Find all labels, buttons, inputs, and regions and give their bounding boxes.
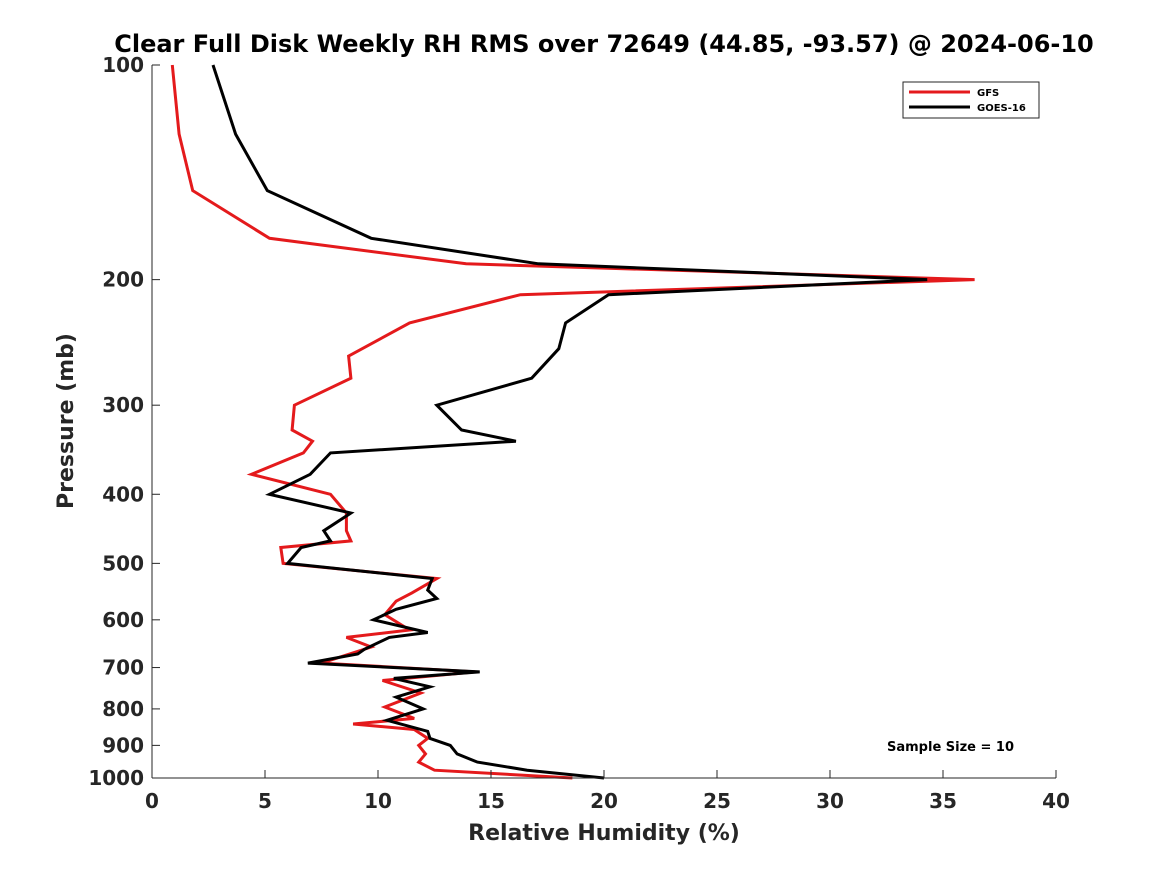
y-tick-label: 300 bbox=[102, 393, 144, 417]
series-layer bbox=[170, 64, 975, 780]
x-tick-label: 30 bbox=[816, 789, 844, 813]
chart-title: Clear Full Disk Weekly RH RMS over 72649… bbox=[114, 30, 1094, 58]
x-tick-label: 20 bbox=[590, 789, 618, 813]
y-tick-label: 400 bbox=[102, 482, 144, 506]
series-line-goes16 bbox=[211, 64, 928, 780]
x-tick-label: 5 bbox=[258, 789, 272, 813]
y-tick-label: 500 bbox=[102, 551, 144, 575]
x-tick-label: 35 bbox=[929, 789, 957, 813]
y-tick-label: 1000 bbox=[88, 766, 144, 790]
y-tick-label: 900 bbox=[102, 733, 144, 757]
x-ticks: 0 5 10 15 20 25 30 35 40 bbox=[145, 770, 1070, 813]
sample-size-annotation: Sample Size = 10 bbox=[887, 740, 1014, 755]
y-axis-label: Pressure (mb) bbox=[54, 333, 79, 509]
y-tick-label: 100 bbox=[102, 53, 144, 77]
x-tick-label: 15 bbox=[477, 789, 505, 813]
legend-label-goes16: GOES-16 bbox=[977, 103, 1026, 114]
x-tick-label: 40 bbox=[1042, 789, 1070, 813]
legend-box bbox=[902, 81, 1040, 119]
x-tick-label: 10 bbox=[364, 789, 392, 813]
x-axis-label: Relative Humidity (%) bbox=[468, 821, 740, 846]
plot-area: 0 5 10 15 20 25 30 35 40 100 200 300 400 500 600 700 80… bbox=[88, 53, 1070, 813]
y-tick-label: 700 bbox=[102, 656, 144, 680]
legend-label-gfs: GFS bbox=[977, 88, 999, 99]
legend: GFS GOES-16 bbox=[902, 81, 1040, 119]
y-tick-label: 200 bbox=[102, 268, 144, 292]
y-tick-label: 600 bbox=[102, 608, 144, 632]
y-tick-label: 800 bbox=[102, 697, 144, 721]
axes-background bbox=[152, 65, 1056, 778]
x-tick-label: 0 bbox=[145, 789, 159, 813]
x-tick-label: 25 bbox=[703, 789, 731, 813]
y-ticks: 100 200 300 400 500 600 700 800 900 1000 bbox=[88, 53, 160, 790]
